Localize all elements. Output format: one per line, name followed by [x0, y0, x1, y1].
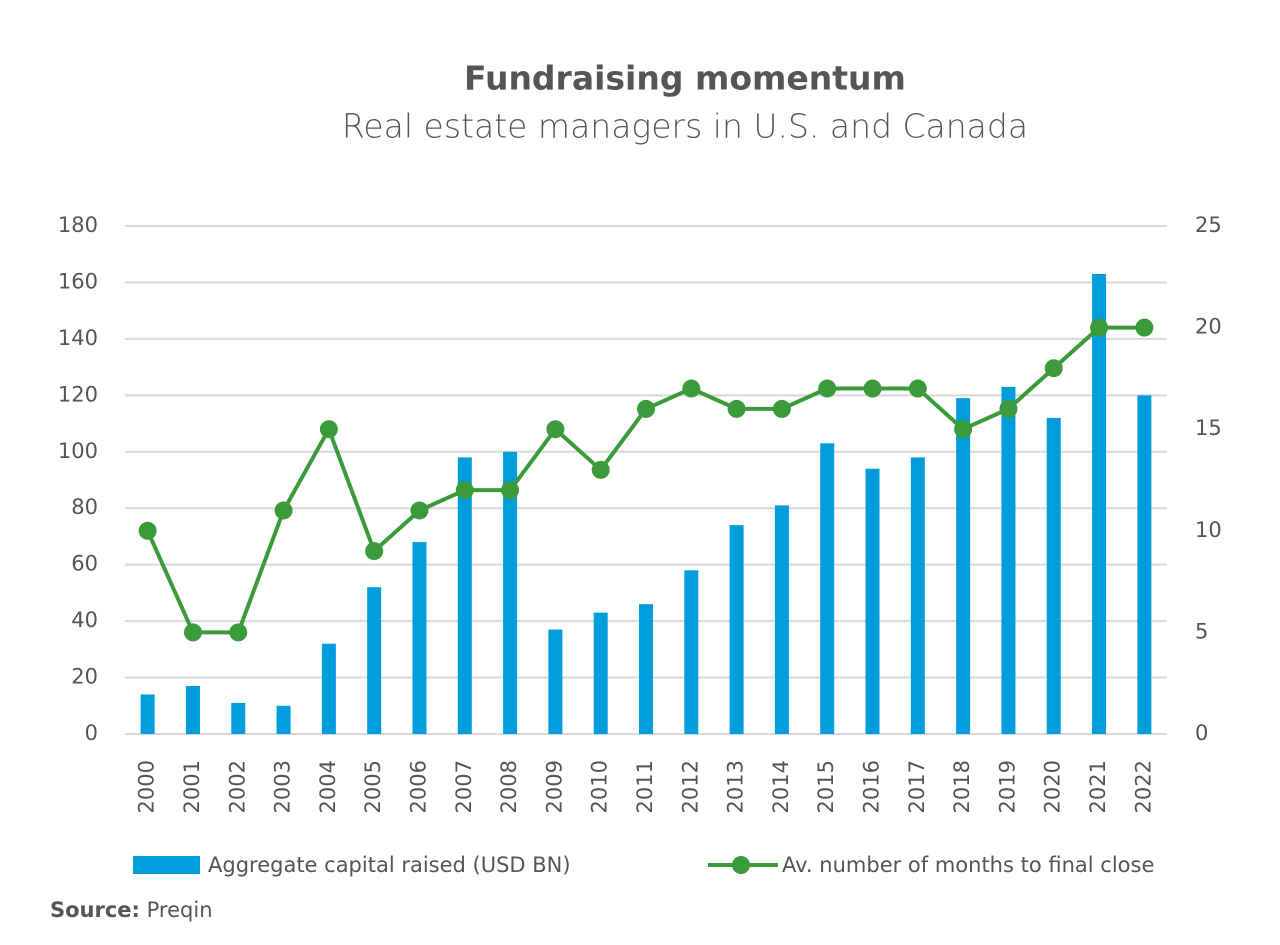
bar: [321, 643, 336, 734]
bar: [276, 705, 291, 734]
marker: [274, 501, 293, 520]
marker: [908, 379, 927, 398]
bar: [820, 443, 835, 734]
bar: [1137, 395, 1152, 734]
marker: [954, 420, 973, 439]
x-tick-label: 2009: [542, 760, 566, 813]
y2-tick-label: 15: [1195, 416, 1222, 440]
marker: [727, 399, 746, 418]
bar: [729, 525, 744, 734]
marker: [818, 379, 837, 398]
y-tick-label: 160: [58, 269, 98, 293]
marker: [682, 379, 701, 398]
source-text: Preqin: [147, 898, 213, 922]
marker: [591, 460, 610, 479]
y-tick-label: 20: [71, 665, 98, 689]
x-tick-label: 2003: [271, 760, 295, 813]
x-tick-label: 2005: [361, 760, 385, 813]
marker: [772, 399, 791, 418]
source-label: Source:: [50, 898, 140, 922]
x-tick-label: 2007: [452, 760, 476, 813]
marker: [1044, 359, 1063, 378]
source: Source: Preqin: [50, 898, 213, 922]
x-tick-label: 2015: [814, 760, 838, 813]
x-tick-label: 2013: [724, 760, 748, 813]
x-tick-label: 2019: [995, 760, 1019, 813]
legend-marker: [732, 856, 750, 874]
legend-label: Aggregate capital raised (USD BN): [208, 853, 571, 877]
y2-tick-label: 5: [1195, 619, 1208, 643]
marker: [229, 623, 248, 642]
marker: [637, 399, 655, 418]
x-tick-label: 2008: [497, 760, 521, 813]
legend-label: Av. number of months to final close: [782, 853, 1154, 877]
y-tick-label: 180: [58, 213, 98, 237]
bar: [1046, 417, 1061, 734]
bar: [140, 694, 155, 734]
marker: [138, 521, 157, 540]
x-tick-label: 2017: [905, 760, 929, 813]
bar: [910, 457, 925, 734]
x-tick-label: 2001: [180, 760, 204, 813]
x-tick-label: 2021: [1086, 760, 1110, 813]
x-tick-label: 2004: [316, 760, 340, 813]
marker: [863, 379, 882, 398]
bar: [1001, 386, 1016, 734]
bar: [1092, 273, 1107, 734]
y-tick-label: 0: [85, 721, 98, 745]
y-tick-label: 100: [58, 439, 98, 463]
y-tick-label: 140: [58, 326, 98, 350]
bar: [865, 468, 880, 734]
y2-tick-label: 10: [1195, 518, 1222, 542]
marker: [183, 623, 202, 642]
bar: [185, 686, 200, 734]
bar: [639, 604, 653, 734]
bar: [593, 612, 608, 734]
y-tick-label: 60: [71, 552, 98, 576]
x-tick-label: 2006: [406, 760, 430, 813]
legend-swatch: [133, 856, 200, 874]
bar: [412, 542, 427, 734]
bar: [503, 451, 518, 734]
marker: [1135, 318, 1154, 337]
x-tick-label: 2020: [1041, 760, 1065, 813]
line: [145, 325, 1145, 635]
y-tick-label: 40: [71, 608, 98, 632]
marker: [365, 542, 384, 561]
x-tick-label: 2022: [1131, 760, 1155, 813]
bar: [684, 570, 699, 734]
x-tick-label: 2000: [135, 760, 159, 813]
marker: [501, 481, 520, 500]
bar: [457, 457, 472, 734]
marker: [319, 420, 338, 439]
bar: [367, 587, 382, 734]
x-tick-label: 2002: [225, 760, 249, 813]
y2-tick-label: 20: [1195, 315, 1222, 339]
marker: [999, 399, 1018, 418]
chart-subtitle: Real estate managers in U.S. and Canada: [342, 107, 1028, 146]
y-tick-label: 120: [58, 382, 98, 406]
x-tick-label: 2010: [588, 760, 612, 813]
chart-title: Fundraising momentum: [464, 59, 906, 98]
bar: [548, 629, 563, 734]
x-tick-label: 2011: [633, 760, 657, 813]
y-tick-label: 80: [71, 495, 98, 519]
marker: [410, 501, 429, 520]
marker: [455, 481, 474, 500]
marker: [546, 420, 565, 439]
marker: [1090, 318, 1109, 337]
y2-tick-label: 0: [1195, 721, 1208, 745]
x-tick-label: 2018: [950, 760, 974, 813]
bar: [774, 505, 789, 734]
y2-tick-label: 25: [1195, 213, 1222, 237]
bar: [956, 398, 971, 734]
bar: [231, 702, 246, 734]
x-tick-label: 2014: [769, 760, 793, 813]
x-tick-label: 2012: [678, 760, 702, 813]
x-tick-label: 2016: [860, 760, 884, 813]
